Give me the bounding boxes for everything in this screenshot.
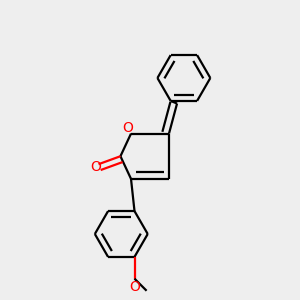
Text: O: O xyxy=(90,160,101,174)
Text: O: O xyxy=(129,280,140,294)
Text: O: O xyxy=(122,121,133,135)
